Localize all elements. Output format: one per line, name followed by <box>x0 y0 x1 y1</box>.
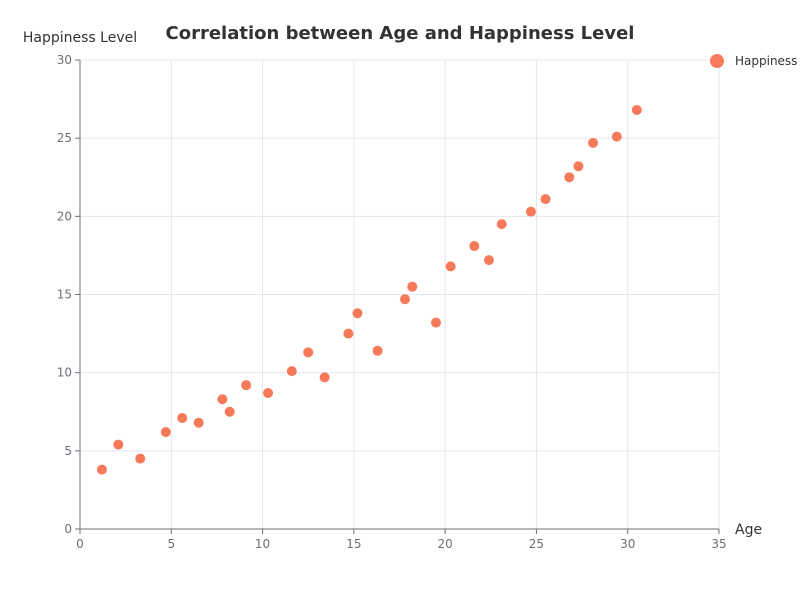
data-point[interactable] <box>319 372 330 383</box>
data-point[interactable] <box>217 394 228 405</box>
data-point[interactable] <box>286 366 297 377</box>
legend-marker <box>710 54 724 68</box>
data-point[interactable] <box>564 172 575 183</box>
data-point[interactable] <box>263 387 274 398</box>
data-point[interactable] <box>303 347 314 358</box>
data-point[interactable] <box>573 161 584 172</box>
data-point[interactable] <box>135 453 146 464</box>
data-point[interactable] <box>224 406 235 417</box>
data-point[interactable] <box>399 294 410 305</box>
y-tick-label: 20 <box>57 209 72 223</box>
data-point[interactable] <box>540 194 551 205</box>
data-point[interactable] <box>113 439 124 450</box>
data-point[interactable] <box>372 345 383 356</box>
axes: 0 5 10 15 20 25 30 35 0 5 10 15 20 25 30 <box>57 53 727 551</box>
legend-label: Happiness <box>735 54 797 68</box>
x-tick-label: 5 <box>167 537 175 551</box>
grid <box>80 59 720 529</box>
y-tick-label: 0 <box>64 522 72 536</box>
x-tick-label: 25 <box>529 537 544 551</box>
data-point[interactable] <box>611 131 622 142</box>
data-point[interactable] <box>631 105 642 116</box>
data-point[interactable] <box>241 380 252 391</box>
chart-title: Correlation between Age and Happiness Le… <box>166 23 635 44</box>
y-tick-label: 5 <box>64 444 72 458</box>
data-point[interactable] <box>469 241 480 252</box>
legend[interactable]: Happiness <box>710 54 797 68</box>
x-tick-label: 0 <box>76 537 84 551</box>
y-axis-label: Happiness Level <box>23 30 137 46</box>
y-tick-label: 30 <box>57 53 72 67</box>
x-tick-label: 10 <box>255 537 270 551</box>
x-axis-label: Age <box>735 522 762 538</box>
data-points <box>96 105 642 475</box>
data-point[interactable] <box>588 137 599 148</box>
data-point[interactable] <box>352 308 363 319</box>
data-point[interactable] <box>431 317 442 328</box>
x-tick-label: 30 <box>620 537 635 551</box>
data-point[interactable] <box>525 206 536 217</box>
data-point[interactable] <box>96 464 107 475</box>
y-tick-label: 25 <box>57 131 72 145</box>
x-tick-label: 35 <box>711 537 726 551</box>
y-tick-label: 15 <box>57 288 72 302</box>
data-point[interactable] <box>193 417 204 428</box>
data-point[interactable] <box>160 427 171 438</box>
data-point[interactable] <box>483 255 494 266</box>
data-point[interactable] <box>496 219 507 230</box>
x-tick-label: 15 <box>346 537 361 551</box>
data-point[interactable] <box>343 328 354 339</box>
data-point[interactable] <box>407 281 418 292</box>
y-tick-label: 10 <box>57 366 72 380</box>
x-tick-label: 20 <box>438 537 453 551</box>
data-point[interactable] <box>177 413 188 424</box>
data-point[interactable] <box>445 261 456 272</box>
